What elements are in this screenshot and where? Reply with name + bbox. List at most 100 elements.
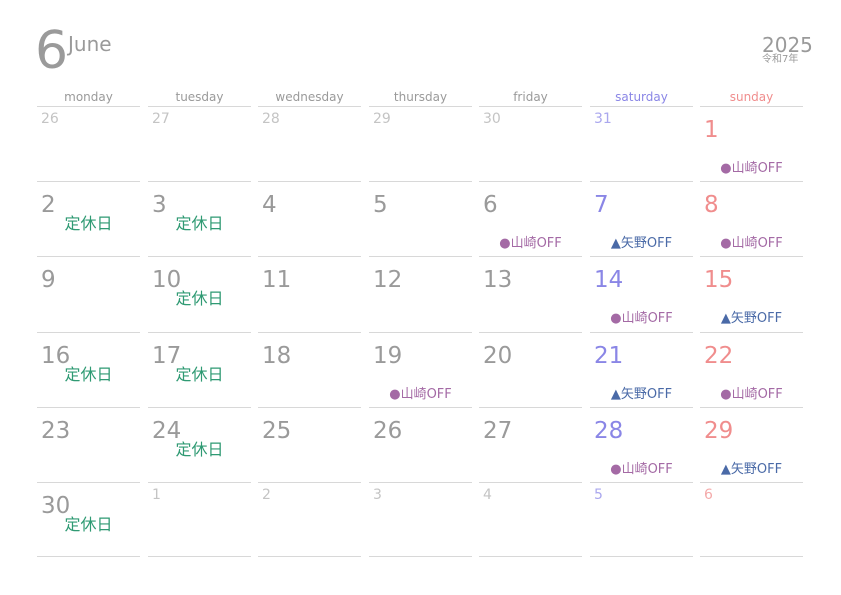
yamazaki-off-label: ●山崎OFF [720,387,783,402]
calendar-day-cell: 18 [258,332,361,407]
yano-off-label: ▲矢野OFF [720,462,783,477]
calendar-day-cell: 2 定休日 [37,181,140,256]
calendar-day-cell: 11 [258,256,361,331]
calendar-day-cell: 29 ▲矢野OFF [700,407,803,482]
calendar-day-cell: 4 [258,181,361,256]
calendar-day-cell: 19 ●山崎OFF [369,332,472,407]
yamazaki-off-label: ●山崎OFF [389,387,452,402]
day-number: 28 [262,111,280,127]
day-number: 1 [704,117,719,143]
day-number: 20 [483,343,513,369]
day-number: 15 [704,267,734,293]
closed-day-label: 定休日 [175,365,224,384]
day-number: 8 [704,192,719,218]
yano-off-label: ▲矢野OFF [720,311,783,326]
closed-day-label: 定休日 [175,289,224,308]
day-number: 16 [41,343,71,369]
yano-off-label: ▲矢野OFF [610,236,673,251]
calendar-day-cell: 23 [37,407,140,482]
yamazaki-off-label: ●山崎OFF [720,236,783,251]
day-number: 3 [373,487,382,503]
closed-day-label: 定休日 [175,214,224,233]
day-number: 21 [594,343,624,369]
closed-day-label: 定休日 [64,214,113,233]
calendar-day-cell: 10 定休日 [148,256,251,331]
day-number: 14 [594,267,624,293]
calendar-day-cell: 22 ●山崎OFF [700,332,803,407]
calendar-day-cell: 30 定休日 [37,482,140,557]
day-number: 30 [41,493,71,519]
day-number: 13 [483,267,513,293]
calendar-day-cell: 26 [369,407,472,482]
day-number: 27 [152,111,170,127]
calendar-day-cell: 2 [258,482,361,557]
calendar-day-cell: 9 [37,256,140,331]
yano-off-label: ▲矢野OFF [610,387,673,402]
day-number: 26 [373,418,403,444]
calendar-day-cell: 20 [479,332,582,407]
calendar-day-cell: 1 ●山崎OFF [700,106,803,181]
day-number: 28 [594,418,624,444]
month-number: 6 [35,21,69,81]
weekday-header-row: monday tuesday wednesday thursday friday… [37,90,803,106]
calendar-grid: 26 27 28 29 30 31 1 ●山崎OFF 2 定休日 3 定休日 4 5 6 ●山崎OFF 7 ▲矢野… [37,106,803,558]
calendar-day-cell: 8 ●山崎OFF [700,181,803,256]
calendar-day-cell: 31 [590,106,693,181]
closed-day-label: 定休日 [64,515,113,534]
calendar-day-cell: 5 [590,482,693,557]
day-number: 12 [373,267,403,293]
day-number: 6 [704,487,713,503]
calendar-day-cell: 4 [479,482,582,557]
day-number: 1 [152,487,161,503]
calendar-day-cell: 30 [479,106,582,181]
calendar-day-cell: 12 [369,256,472,331]
day-number: 29 [704,418,734,444]
day-number: 4 [262,192,277,218]
calendar-day-cell: 17 定休日 [148,332,251,407]
yamazaki-off-label: ●山崎OFF [499,236,562,251]
calendar-day-cell: 6 [700,482,803,557]
yamazaki-off-label: ●山崎OFF [720,161,783,176]
calendar-day-cell: 6 ●山崎OFF [479,181,582,256]
day-number: 17 [152,343,182,369]
calendar-day-cell: 25 [258,407,361,482]
calendar-day-cell: 1 [148,482,251,557]
day-number: 30 [483,111,501,127]
day-number: 4 [483,487,492,503]
weekday-thursday: thursday [393,90,448,104]
japanese-era-label: 令和7年 [762,54,799,65]
day-number: 3 [152,192,167,218]
calendar-day-cell: 28 [258,106,361,181]
weekday-saturday: saturday [615,90,668,104]
calendar-day-cell: 26 [37,106,140,181]
day-number: 23 [41,418,71,444]
weekday-tuesday: tuesday [175,90,224,104]
day-number: 6 [483,192,498,218]
calendar-day-cell: 24 定休日 [148,407,251,482]
day-number: 9 [41,267,56,293]
day-number: 24 [152,418,182,444]
closed-day-label: 定休日 [175,440,224,459]
calendar-day-cell: 21 ▲矢野OFF [590,332,693,407]
calendar-day-cell: 14 ●山崎OFF [590,256,693,331]
calendar-day-cell: 7 ▲矢野OFF [590,181,693,256]
closed-day-label: 定休日 [64,365,113,384]
yamazaki-off-label: ●山崎OFF [610,462,673,477]
calendar-day-cell: 15 ▲矢野OFF [700,256,803,331]
day-number: 5 [594,487,603,503]
weekday-friday: friday [513,90,548,104]
yamazaki-off-label: ●山崎OFF [610,311,673,326]
weekday-sunday: sunday [729,90,774,104]
calendar-day-cell: 3 定休日 [148,181,251,256]
calendar-day-cell: 13 [479,256,582,331]
calendar-day-cell: 3 [369,482,472,557]
weekday-wednesday: wednesday [275,90,344,104]
calendar-day-cell: 5 [369,181,472,256]
day-number: 25 [262,418,292,444]
weekday-monday: monday [64,90,113,104]
day-number: 19 [373,343,403,369]
day-number: 11 [262,267,292,293]
day-number: 5 [373,192,388,218]
calendar-day-cell: 29 [369,106,472,181]
day-number: 29 [373,111,391,127]
